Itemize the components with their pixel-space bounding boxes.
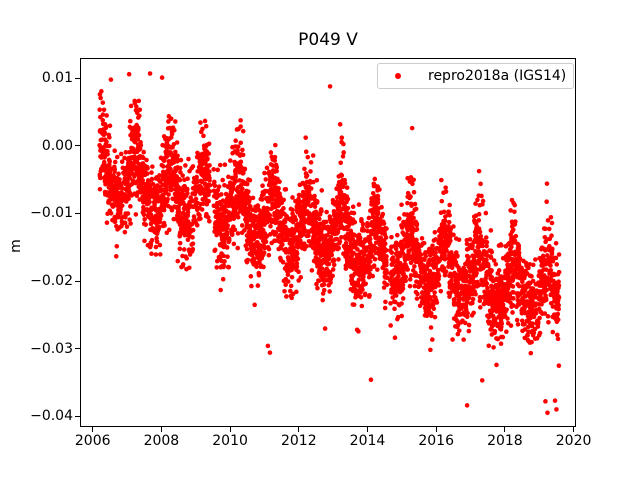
y-tick-label: −0.04 [30, 408, 73, 425]
legend-dot-marker-icon [395, 73, 401, 79]
y-tick-mark [75, 145, 80, 147]
x-tick-label: 2018 [487, 433, 523, 449]
x-tick-label: 2008 [143, 433, 180, 449]
x-tick-label: 2020 [555, 433, 592, 449]
y-tick-mark [75, 415, 80, 417]
x-tick-label: 2010 [212, 433, 248, 449]
x-tick-mark [160, 427, 162, 432]
x-tick-label: 2012 [280, 433, 317, 449]
legend-label: repro2018a (IGS14) [428, 68, 567, 84]
y-axis-label: m [7, 239, 24, 253]
y-tick-label: −0.01 [30, 205, 73, 222]
y-tick-label: 0.00 [41, 137, 73, 154]
x-tick-mark [298, 427, 300, 432]
x-tick-mark [367, 427, 368, 432]
scatter-plot-canvas [80, 58, 576, 427]
legend: repro2018a (IGS14) [377, 63, 575, 89]
x-tick-label: 2016 [418, 433, 454, 449]
x-tick-label: 2014 [349, 433, 386, 449]
x-tick-mark [504, 427, 506, 432]
x-tick-label: 2006 [74, 433, 111, 449]
y-tick-label: 0.01 [41, 70, 73, 87]
y-tick-mark [75, 212, 80, 214]
y-tick-mark [75, 348, 80, 350]
x-tick-mark [92, 427, 94, 432]
y-tick-label: −0.03 [30, 340, 73, 357]
x-tick-mark [435, 427, 437, 432]
plot-title: P049 V [298, 30, 358, 50]
y-tick-label: −0.02 [30, 273, 73, 290]
y-tick-mark [75, 280, 80, 282]
x-tick-mark [573, 427, 575, 432]
y-tick-mark [75, 77, 80, 79]
x-tick-mark [229, 427, 231, 432]
